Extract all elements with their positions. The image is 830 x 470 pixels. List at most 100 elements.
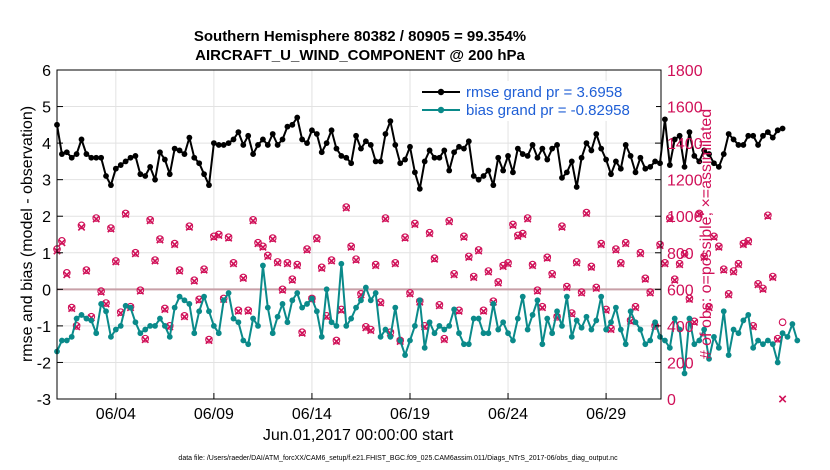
obs-possible-point <box>312 234 321 243</box>
rmse-point <box>549 145 556 152</box>
rmse-point <box>78 136 85 143</box>
obs-assimilated-point <box>705 303 713 312</box>
obs-possible-point <box>214 230 223 239</box>
bias-point <box>769 341 776 348</box>
bias-point <box>83 315 90 322</box>
obs-possible-point <box>587 262 596 271</box>
obs-possible-point <box>528 260 537 269</box>
obs-assimilated-point <box>254 239 262 248</box>
obs-possible-point <box>543 253 552 262</box>
bias-point <box>622 341 629 348</box>
obs-assimilated-point <box>156 236 164 244</box>
obs-assimilated-point <box>734 260 743 269</box>
rmse-point <box>245 132 252 139</box>
rmse-point <box>59 151 65 157</box>
rmse-point <box>686 129 693 136</box>
bias-point <box>78 312 85 318</box>
bias-point <box>544 315 551 322</box>
obs-possible-point <box>577 288 586 296</box>
obs-possible-point <box>293 260 302 269</box>
bias-point <box>514 315 521 322</box>
obs-possible-point <box>558 222 566 231</box>
bias-point <box>627 308 634 315</box>
rmse-point <box>764 129 771 136</box>
y-tick-label-8: 5 <box>42 100 51 117</box>
rmse-point <box>519 151 526 157</box>
rmse-point <box>392 142 399 148</box>
bias-point <box>255 322 261 329</box>
bias-point <box>250 315 257 322</box>
obs-assimilated-point <box>313 235 321 243</box>
rmse-point <box>372 158 379 165</box>
rmse-point <box>338 153 345 159</box>
bias-point <box>294 290 301 296</box>
y2-tick-label-7: 1400 <box>667 136 703 153</box>
rmse-point <box>431 154 438 161</box>
rmse-point <box>711 160 717 167</box>
bias-point <box>760 341 766 348</box>
obs-possible-point <box>548 269 557 278</box>
obs-assimilated-point <box>92 215 100 223</box>
obs-assimilated-point <box>259 243 267 252</box>
rmse-point <box>98 154 105 161</box>
rmse-point <box>377 158 384 165</box>
rmse-point <box>142 173 149 179</box>
bias-point <box>652 319 659 326</box>
obs-assimilated-point <box>170 240 179 249</box>
obs-possible-point <box>430 254 439 263</box>
legend-label-bias: bias grand pr = -0.82958 <box>466 102 630 119</box>
rmse-point <box>426 147 433 154</box>
rmse-point <box>495 154 502 161</box>
rmse-point <box>157 149 163 156</box>
obs-assimilated-point <box>773 335 782 344</box>
obs-assimilated-point <box>401 234 409 242</box>
bias-point <box>260 262 266 269</box>
bias-point <box>230 315 237 322</box>
bias-point <box>343 322 350 329</box>
obs-possible-point <box>77 221 86 230</box>
obs-assimilated-point <box>538 303 547 312</box>
obs-assimilated-point <box>141 335 150 344</box>
bias-point <box>353 304 359 311</box>
obs-possible-point <box>244 306 253 315</box>
rmse-point <box>470 173 477 179</box>
x-tick-label-3: 06/19 <box>390 406 430 423</box>
obs-assimilated-point <box>298 329 306 337</box>
obs-assimilated-point <box>435 302 444 310</box>
bias-point <box>333 322 340 329</box>
obs-possible-point <box>146 216 154 224</box>
obs-possible-point <box>62 269 71 277</box>
obs-possible-point <box>724 290 733 298</box>
obs-assimilated-point <box>729 268 738 276</box>
obs-possible-point <box>67 303 76 312</box>
bias-point <box>269 330 276 337</box>
bias-point <box>495 326 502 333</box>
rmse-point <box>152 176 158 183</box>
bias-point <box>603 326 609 333</box>
bias-point <box>103 308 109 315</box>
rmse-point <box>779 125 786 132</box>
obs-possible-point <box>685 294 694 303</box>
rmse-point <box>147 163 154 170</box>
obs-assimilated-point <box>107 225 115 233</box>
obs-possible-point <box>464 252 473 261</box>
obs-assimilated-point <box>680 250 689 259</box>
rmse-point <box>720 151 727 157</box>
bias-point <box>725 352 732 359</box>
bias-point <box>161 322 168 329</box>
rmse-point <box>622 142 629 148</box>
rmse-point <box>485 167 492 174</box>
obs-assimilated-point <box>715 243 723 252</box>
obs-possible-point <box>621 238 630 247</box>
bias-point <box>377 333 384 340</box>
bias-point <box>701 326 708 333</box>
bias-point <box>367 297 374 304</box>
bias-point <box>524 326 531 333</box>
rmse-point <box>137 171 144 178</box>
obs-possible-point <box>185 222 194 231</box>
rmse-point <box>573 184 580 190</box>
bias-point <box>559 322 565 329</box>
rmse-point <box>461 145 467 152</box>
obs-possible-point <box>234 306 243 315</box>
obs-assimilated-point <box>460 233 468 242</box>
